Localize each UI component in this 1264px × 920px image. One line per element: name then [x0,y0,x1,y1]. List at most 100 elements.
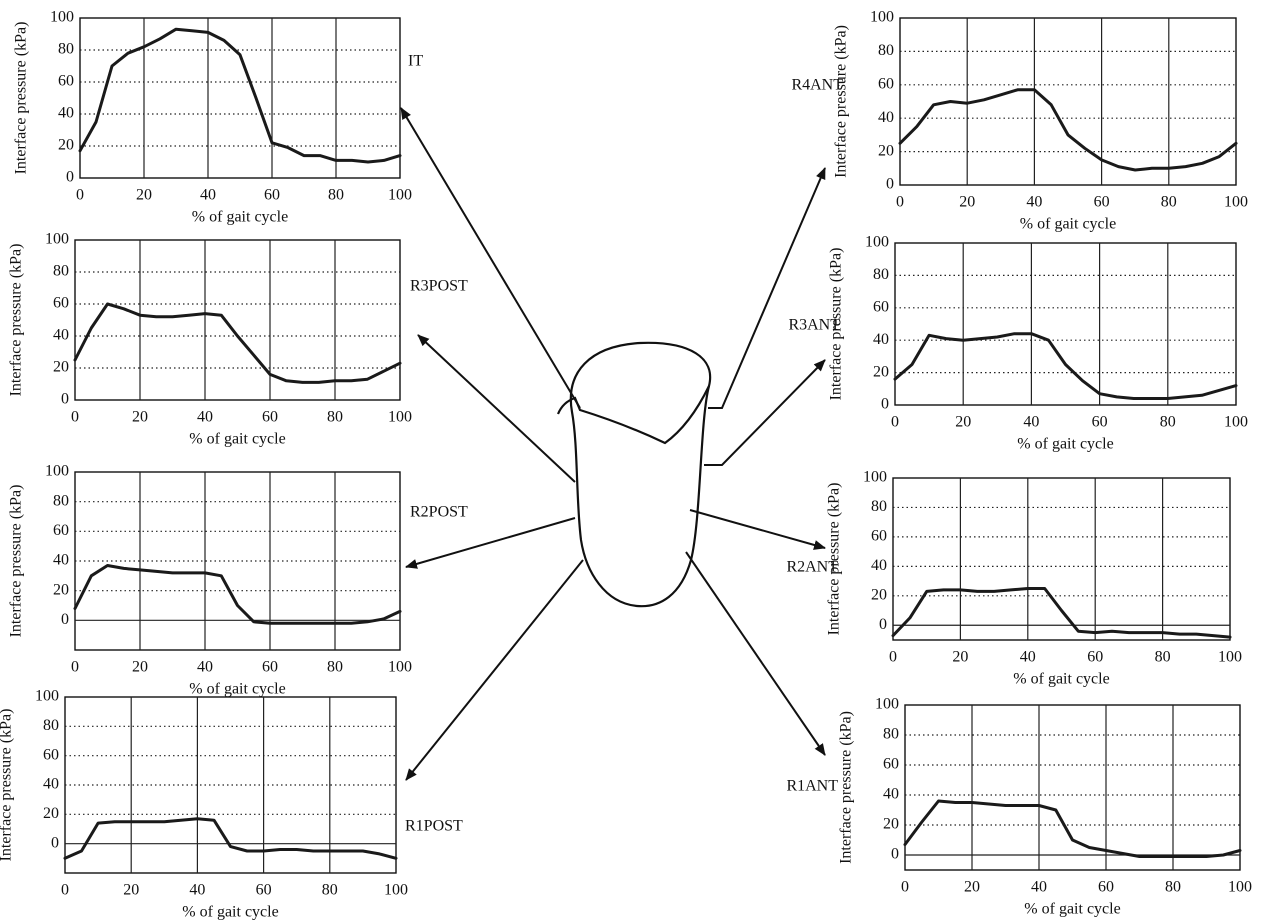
y-axis-label: Interface pressure (kPa) [826,483,843,636]
chart-title: R2ANT [786,559,838,576]
data-line [903,799,1242,858]
y-tick-label: 100 [50,9,74,26]
x-tick-label: 40 [197,659,213,676]
x-tick-label: 0 [891,414,899,431]
arrow [417,334,576,483]
x-tick-label: 20 [136,187,152,204]
y-tick-label: 40 [53,327,69,344]
x-tick-label: 20 [959,194,975,211]
x-tick-label: 60 [1087,649,1103,666]
chart-title: R4ANT [791,77,843,94]
chart-panel: 0 20 40 60 80 100 0 20 40 60 80 100 % of gait cycle I… [0,688,463,920]
data-line [63,817,398,860]
y-tick-label: 40 [878,109,894,126]
y-tick-label: 40 [871,557,887,574]
x-axis-label: % of gait cycle [182,904,278,920]
y-tick-label: 40 [58,105,74,122]
y-tick-label: 40 [53,552,69,569]
x-tick-label: 80 [322,882,338,899]
x-tick-label: 20 [955,414,971,431]
y-tick-label: 100 [865,234,889,251]
x-tick-label: 0 [71,659,79,676]
y-tick-label: 100 [863,469,887,486]
y-tick-label: 80 [58,41,74,58]
y-tick-label: 100 [875,696,899,713]
y-axis-label: Interface pressure (kPa) [13,22,30,175]
data-line [893,332,1238,400]
data-line [73,564,402,625]
x-axis-label: % of gait cycle [189,681,285,698]
data-line [898,88,1238,172]
y-tick-label: 100 [870,9,894,26]
y-tick-label: 80 [871,498,887,515]
x-tick-label: 100 [388,659,412,676]
data-line [78,27,402,164]
x-tick-label: 20 [123,882,139,899]
y-tick-label: 0 [881,396,889,413]
y-tick-label: 100 [45,463,69,480]
x-axis-label: % of gait cycle [1013,671,1109,688]
chart-title: R3POST [410,278,468,295]
arrow [405,517,576,569]
y-tick-label: 20 [871,586,887,603]
arrow [400,107,581,409]
y-tick-label: 0 [51,834,59,851]
x-tick-label: 0 [896,194,904,211]
y-tick-label: 60 [873,298,889,315]
x-axis-label: % of gait cycle [1020,216,1116,233]
chart-title: R3ANT [788,317,840,334]
y-tick-label: 20 [58,137,74,154]
x-tick-label: 40 [1026,194,1042,211]
x-tick-label: 0 [61,882,69,899]
x-tick-label: 40 [200,187,216,204]
arrow [708,167,826,409]
x-tick-label: 40 [1031,879,1047,896]
x-axis-label: % of gait cycle [192,209,288,226]
y-tick-label: 20 [883,816,899,833]
chart-panel: 0 20 40 60 80 100 0 20 40 60 80 100 % of gait cycle I… [786,696,1252,918]
x-tick-label: 40 [1023,414,1039,431]
y-tick-label: 60 [53,295,69,312]
x-tick-label: 100 [384,882,408,899]
y-tick-label: 60 [53,522,69,539]
y-tick-label: 60 [43,746,59,763]
y-tick-label: 0 [879,616,887,633]
y-axis-label: Interface pressure (kPa) [838,711,855,864]
x-tick-label: 40 [197,409,213,426]
y-tick-label: 60 [883,756,899,773]
x-tick-label: 80 [1165,879,1181,896]
plot-frame [79,17,401,179]
chart-title: R1POST [405,818,463,835]
y-tick-label: 80 [43,717,59,734]
y-tick-label: 20 [43,805,59,822]
y-tick-label: 60 [871,528,887,545]
y-tick-label: 80 [878,42,894,59]
data-line [891,587,1232,639]
x-tick-label: 100 [388,187,412,204]
x-tick-label: 60 [1098,879,1114,896]
y-tick-label: 60 [58,73,74,90]
y-axis-label: Interface pressure (kPa) [8,485,25,638]
x-tick-label: 80 [1160,414,1176,431]
y-tick-label: 0 [886,176,894,193]
x-tick-label: 20 [952,649,968,666]
socket-outline [569,341,712,608]
socket-rim [556,385,710,445]
x-tick-label: 0 [889,649,897,666]
arrow [405,559,584,781]
x-tick-label: 80 [1155,649,1171,666]
y-tick-label: 100 [45,231,69,248]
chart-panel: 0 20 40 60 80 100 0 20 40 60 80 100 % of gait cycle I… [788,234,1248,453]
chart-panel: 0 20 40 60 80 100 0 20 40 60 80 100 % of gait cycle I… [786,469,1242,688]
plot-frame [892,477,1231,641]
x-axis-label: % of gait cycle [1017,436,1113,453]
x-tick-label: 0 [76,187,84,204]
x-tick-label: 0 [71,409,79,426]
x-tick-label: 100 [1224,414,1248,431]
arrows [400,107,826,781]
chart-panel: 0 20 40 60 80 100 0 20 40 60 80 100 % of gait cycle I… [13,9,424,226]
x-tick-label: 40 [1020,649,1036,666]
chart-title: R1ANT [786,778,838,795]
y-axis-label: Interface pressure (kPa) [8,244,25,397]
y-tick-label: 80 [873,266,889,283]
